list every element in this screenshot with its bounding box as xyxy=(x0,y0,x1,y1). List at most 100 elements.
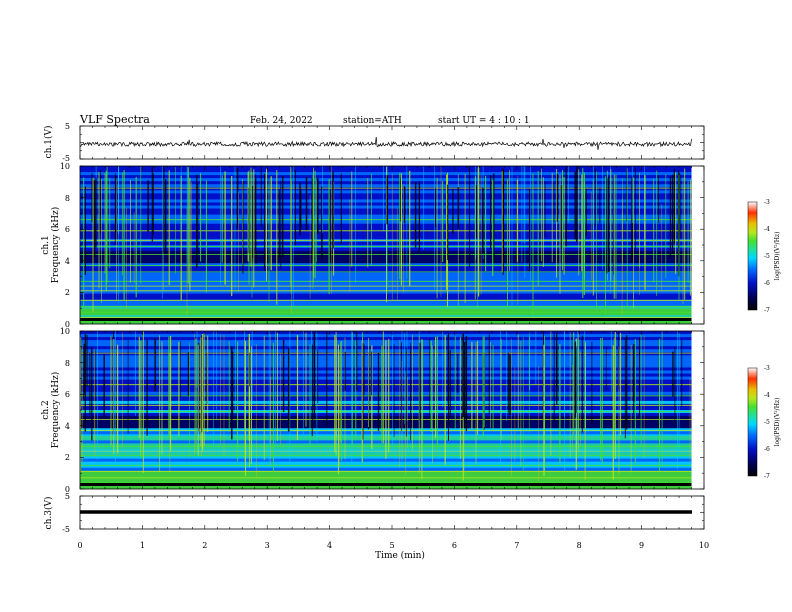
ch2-spec-ytick-10: 10 xyxy=(60,327,70,336)
station-label: station=ATH xyxy=(343,116,402,126)
x-axis-label: Time (min) xyxy=(375,550,425,561)
spec1-band xyxy=(80,178,692,182)
ch2-colorbar-gradient xyxy=(747,367,758,477)
spec1-band xyxy=(80,248,692,252)
ch1-waveform-ylabel: ch.1(V) xyxy=(43,126,54,159)
xtick-6: 6 xyxy=(452,541,457,550)
spec1-band xyxy=(80,226,692,231)
xtick-9: 9 xyxy=(639,541,644,550)
spec2-band xyxy=(80,464,692,468)
spec1-band xyxy=(80,208,692,212)
spec1-band xyxy=(80,308,692,313)
xtick-4: 4 xyxy=(327,541,332,550)
spec1-band xyxy=(80,296,692,300)
ch2-spectrogram-yticks: 0 2 4 6 8 10 xyxy=(60,327,70,494)
ch2-cb-tick-m6: -6 xyxy=(764,446,770,453)
spec1-band xyxy=(80,254,692,258)
ch1-spec-ytick-4: 4 xyxy=(65,257,70,266)
ch1-ytick-bottom: -5 xyxy=(62,154,70,163)
spec1-band xyxy=(80,263,692,267)
spec1-band xyxy=(80,199,692,203)
ch1-colorbar-gradient xyxy=(747,201,758,311)
spec1-band xyxy=(80,169,692,173)
ch1-waveform-trace xyxy=(79,136,692,150)
spec2-band xyxy=(80,467,692,471)
xtick-7: 7 xyxy=(514,541,519,550)
ch2-colorbar: -3 -4 -5 -6 -7 log(PSD)(V²/Hz) xyxy=(747,365,781,480)
spec2-band xyxy=(80,331,692,335)
time-x-axis: 0 1 2 3 4 5 6 7 8 9 10 Time (min) xyxy=(77,541,709,561)
xtick-3: 3 xyxy=(265,541,270,550)
ch2-spec-ytick-2: 2 xyxy=(65,453,70,462)
spec2-band xyxy=(80,476,692,481)
ch1-spectrogram-ylabel-frequency: Frequency (kHz) xyxy=(50,207,61,284)
ch1-spec-ytick-8: 8 xyxy=(65,194,70,203)
spec1-band xyxy=(80,235,692,240)
ch1-spectrogram-ylabel-channel: ch.1 xyxy=(41,235,51,254)
xtick-0: 0 xyxy=(77,541,82,550)
ch2-spectrogram-panel: 0 2 4 6 8 10 ch.2 Frequency (kHz) -3 -4 … xyxy=(41,327,781,494)
spec1-band xyxy=(80,193,692,197)
ch2-spec-ytick-6: 6 xyxy=(65,390,70,399)
spec1-band xyxy=(80,202,692,206)
ch2-cb-tick-m4: -4 xyxy=(764,392,770,399)
spec1-band xyxy=(80,220,692,224)
ch1-cb-tick-m6: -6 xyxy=(764,280,770,287)
ch3-ytick-top: 5 xyxy=(65,492,70,501)
spec1-band xyxy=(80,229,692,234)
spec1-band xyxy=(80,305,692,310)
ch2-spec-ytick-4: 4 xyxy=(65,422,70,431)
spec1-band xyxy=(80,293,692,297)
ch2-spectrogram-ylabel-channel: ch.2 xyxy=(41,400,51,419)
ch2-spectrogram-image xyxy=(79,331,692,490)
spec1-band xyxy=(80,278,692,282)
spec1-band xyxy=(80,266,692,270)
spec2-band xyxy=(80,337,692,341)
ch2-spec-ytick-8: 8 xyxy=(65,359,70,368)
spec1-band xyxy=(80,166,692,170)
figure-title: VLF Spectra xyxy=(79,113,150,126)
spec1-band xyxy=(80,187,692,191)
spec1-band xyxy=(80,311,692,316)
spec1-band xyxy=(80,287,692,291)
spec1-band xyxy=(80,205,692,209)
ch1-spec-ytick-0: 0 xyxy=(65,320,70,329)
spec1-band xyxy=(80,190,692,194)
spec1-band xyxy=(80,272,692,276)
spec1-band xyxy=(80,299,692,303)
ch1-spec-ytick-2: 2 xyxy=(65,288,70,297)
start-time-label: start UT = 4 : 10 : 1 xyxy=(438,116,530,126)
ch1-spectrogram-panel: 0 2 4 6 8 10 ch.1 Frequency (kHz) -3 -4 … xyxy=(41,162,781,329)
spec2-band xyxy=(80,461,692,465)
spec1-band xyxy=(80,281,692,285)
spec1-band xyxy=(80,314,692,319)
spec1-band xyxy=(80,184,692,188)
spec2-band xyxy=(80,458,692,462)
spec1-band xyxy=(80,260,692,264)
ch1-colorbar-label: log(PSD)(V²/Hz) xyxy=(774,232,781,281)
xtick-1: 1 xyxy=(140,541,145,550)
ch1-ytick-top: 5 xyxy=(65,122,70,131)
ch1-cb-tick-m5: -5 xyxy=(764,253,770,260)
spec1-band xyxy=(80,196,692,200)
ch2-cb-tick-m5: -5 xyxy=(764,419,770,426)
spec1-band xyxy=(80,217,692,221)
spec2-band xyxy=(80,485,692,490)
spec1-band xyxy=(80,269,692,273)
ch1-spectrogram-image xyxy=(80,166,692,325)
spec1-band xyxy=(80,241,692,246)
spec1-band xyxy=(80,275,692,279)
xtick-10: 10 xyxy=(699,541,709,550)
ch1-spec-ytick-10: 10 xyxy=(60,162,70,171)
spec1-band xyxy=(80,211,692,215)
ch2-spectrogram-ylabel-frequency: Frequency (kHz) xyxy=(50,372,61,449)
xtick-5: 5 xyxy=(389,541,394,550)
ch1-spec-ytick-6: 6 xyxy=(65,225,70,234)
spec1-band xyxy=(80,251,692,255)
spec1-band xyxy=(80,290,692,294)
date-label: Feb. 24, 2022 xyxy=(250,116,313,126)
xtick-2: 2 xyxy=(202,541,207,550)
spec1-dc-band xyxy=(80,318,692,321)
spec1-band xyxy=(80,223,692,227)
